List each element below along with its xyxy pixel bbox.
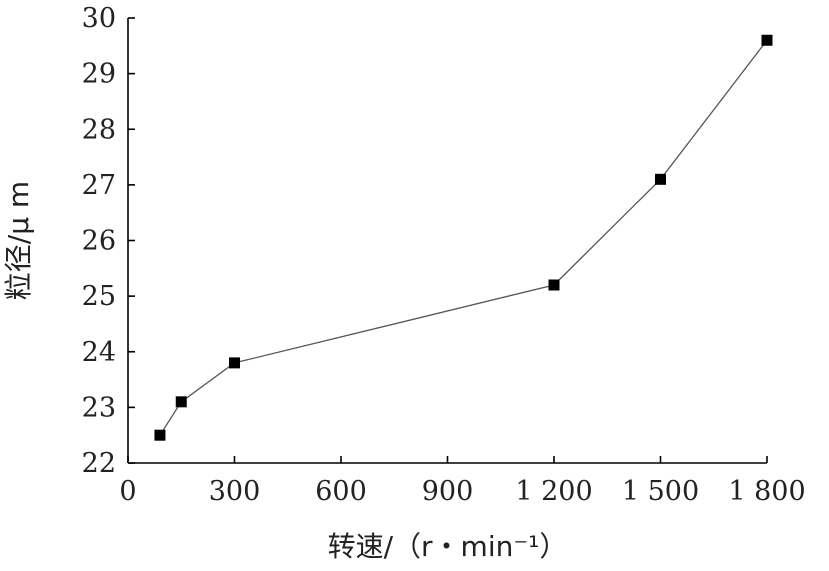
y-tick-label: 23 — [82, 392, 116, 423]
y-tick-label: 30 — [82, 3, 116, 34]
y-tick-label: 22 — [82, 448, 116, 479]
x-tick-label: 600 — [315, 476, 367, 507]
x-tick-label: 300 — [209, 476, 261, 507]
axes — [127, 18, 767, 464]
y-tick-label: 28 — [82, 114, 116, 145]
data-point-marker — [175, 396, 187, 408]
x-tick-label: 1 500 — [622, 476, 699, 507]
data-point-marker — [655, 173, 666, 185]
data-point-marker — [229, 357, 240, 369]
data-point-marker — [761, 34, 773, 46]
tick-marks — [127, 17, 768, 464]
data-point-marker — [154, 429, 166, 441]
y-axis-title: 粒径/μ m — [2, 181, 35, 300]
data-point-marker — [548, 279, 560, 291]
x-axis-title: 转速/（r・min⁻¹） — [328, 530, 568, 563]
y-tick-label: 26 — [82, 226, 116, 257]
series-group — [154, 34, 773, 441]
x-tick-label: 0 — [119, 476, 136, 507]
tick-labels: 0 300 600 900 1 200 1 500 1 800 22 23 24 25 26 27 28 2… — [82, 3, 806, 507]
x-tick-label: 1 200 — [515, 476, 592, 507]
y-tick-label: 24 — [82, 337, 116, 368]
x-tick-label: 900 — [422, 476, 474, 507]
y-tick-label: 25 — [82, 281, 116, 312]
y-tick-label: 29 — [82, 59, 116, 90]
x-tick-label: 1 800 — [728, 476, 805, 507]
series-line — [159, 39, 768, 436]
y-tick-label: 27 — [82, 170, 116, 201]
